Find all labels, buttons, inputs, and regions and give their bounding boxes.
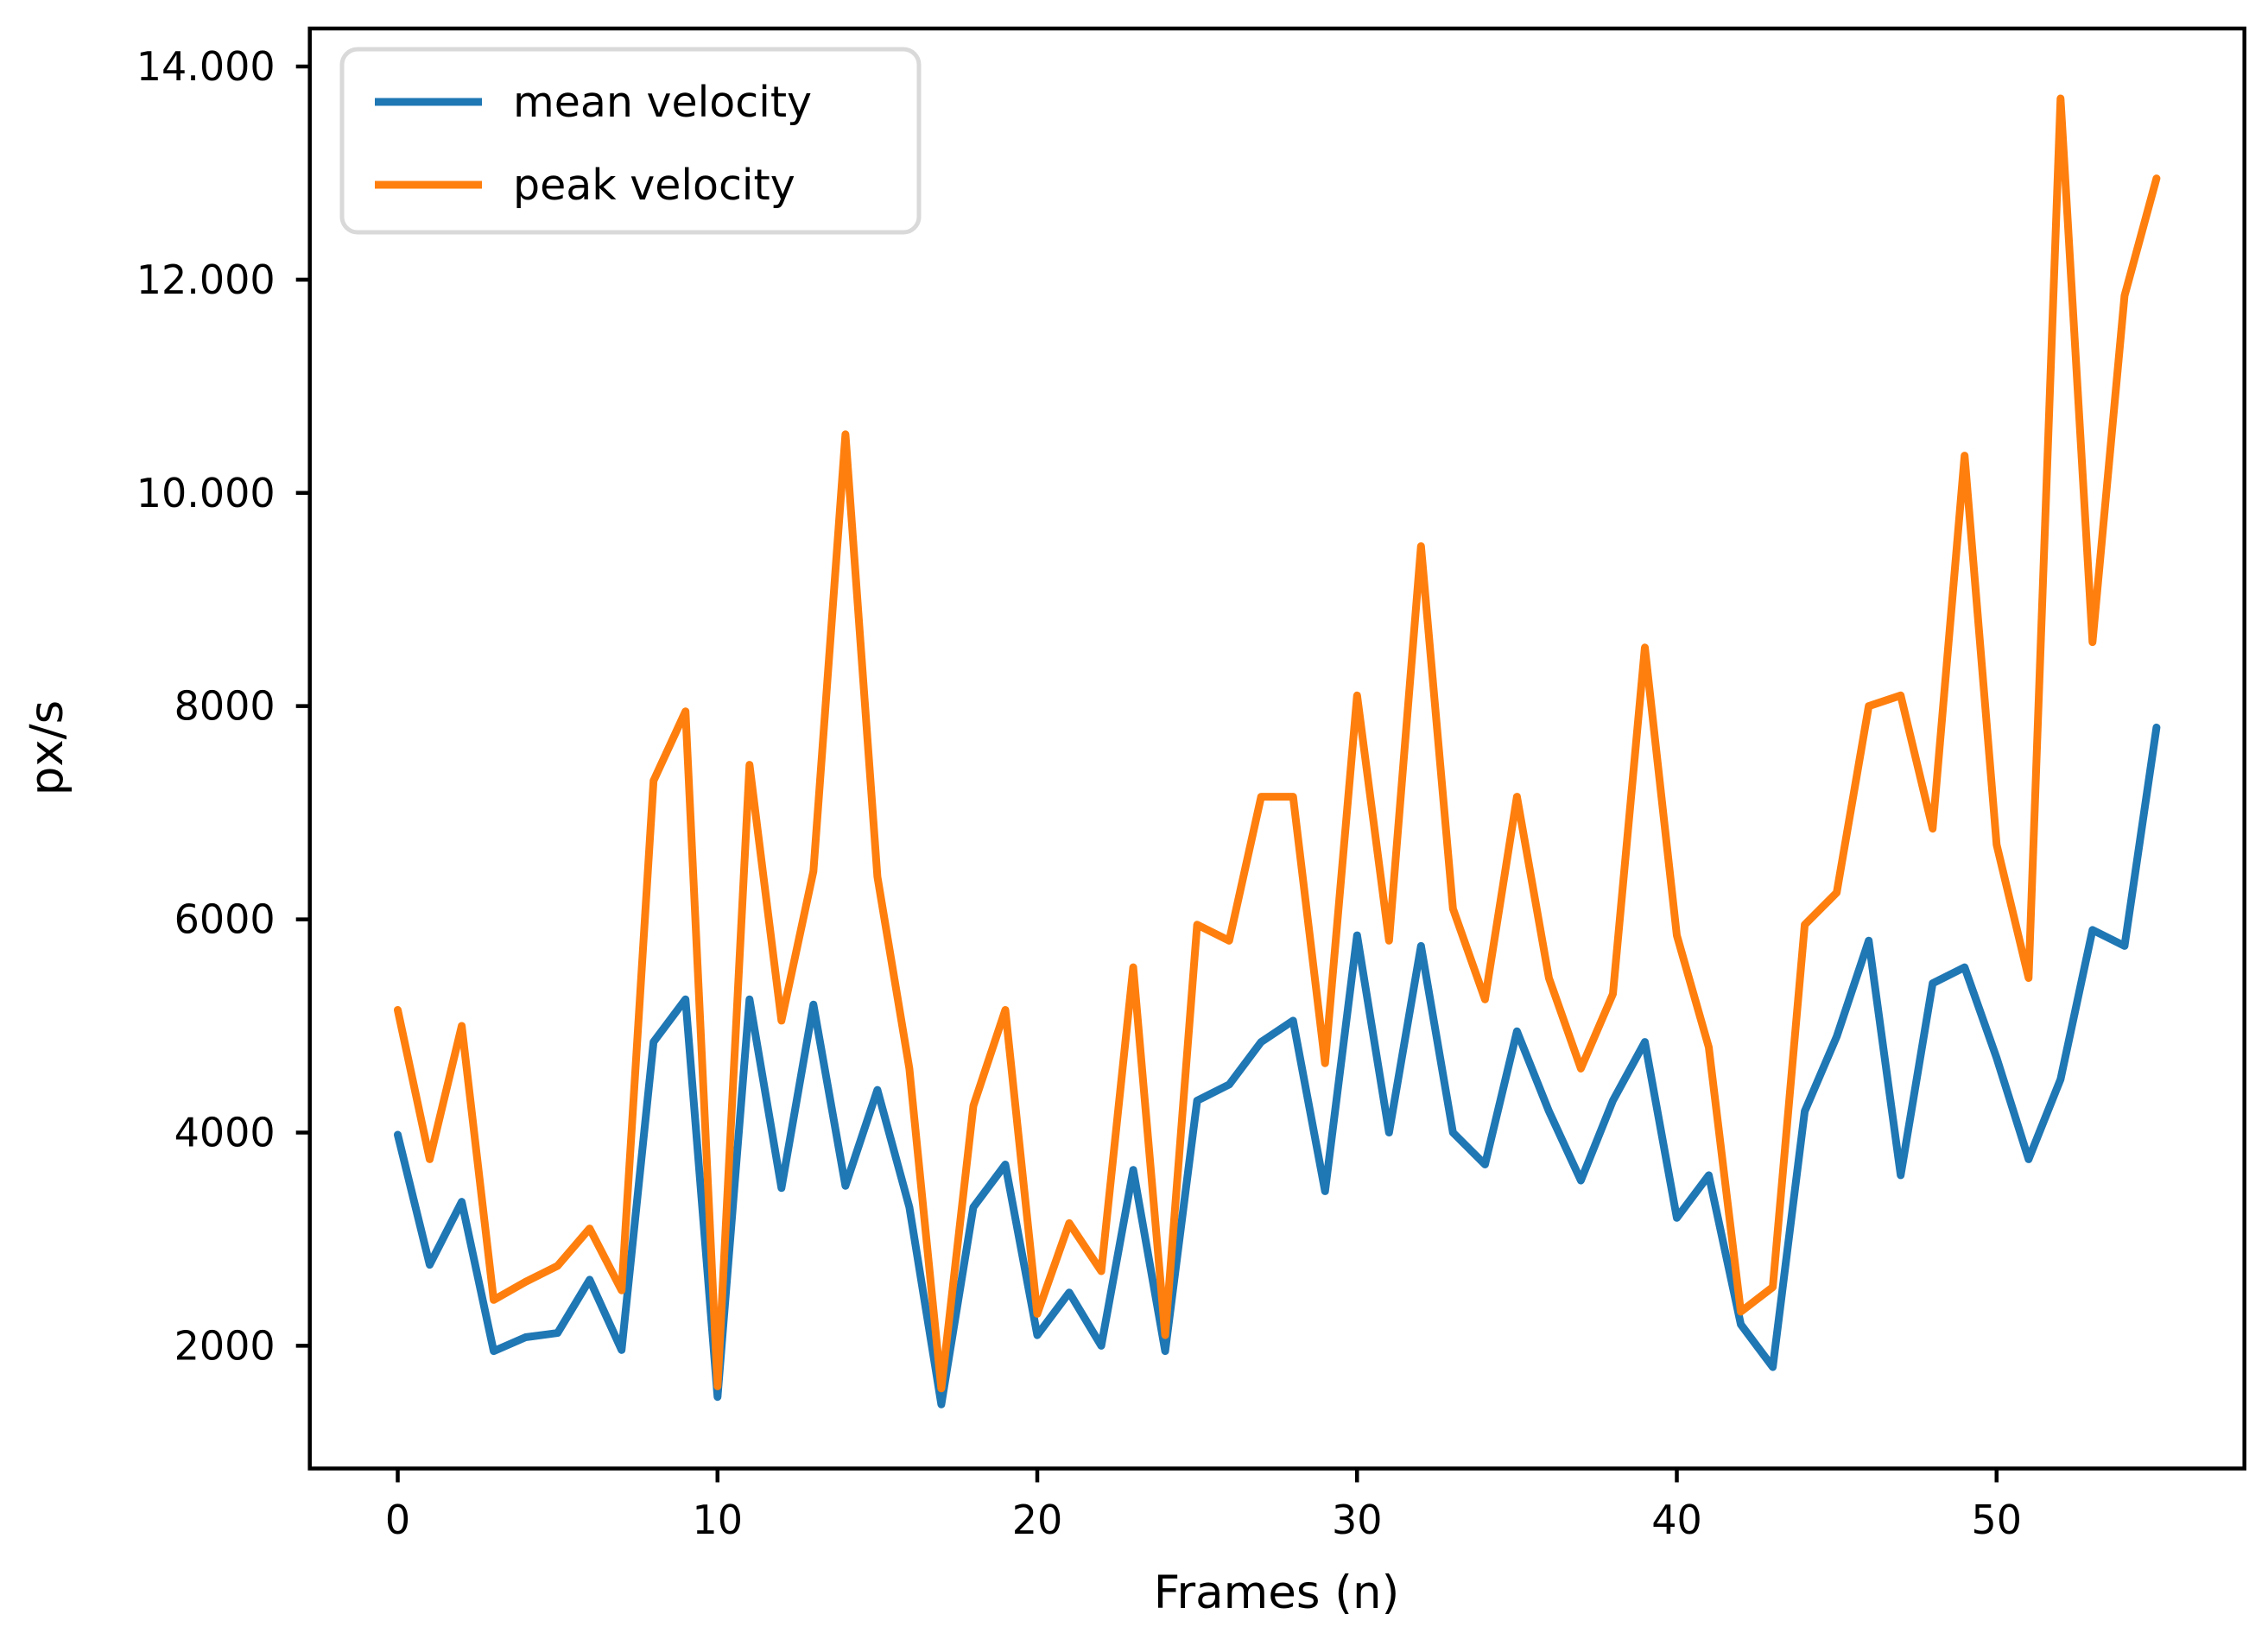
- y-tick-label: 12.000: [136, 256, 276, 303]
- data-series: [394, 94, 2161, 1408]
- x-tick-label: 40: [1651, 1497, 1702, 1543]
- legend: mean velocity peak velocity: [339, 47, 922, 235]
- series-line-mean-velocity: [394, 723, 2161, 1408]
- y-tick-label: 14.000: [136, 43, 276, 90]
- legend-box: [339, 47, 922, 235]
- y-tick-label: 2000: [174, 1322, 276, 1369]
- series-line-peak-velocity: [394, 94, 2161, 1393]
- y-tick-label: 6000: [174, 896, 276, 943]
- y-tick-label: 10.000: [136, 470, 276, 516]
- x-tick-label: 20: [1012, 1497, 1063, 1543]
- x-tick-label: 10: [692, 1497, 743, 1543]
- legend-label-mean-velocity: mean velocity: [513, 78, 812, 127]
- y-axis-label: px/s: [21, 700, 73, 795]
- x-tick-label: 50: [1971, 1497, 2022, 1543]
- x-axis-label: Frames (n): [1154, 1567, 1400, 1619]
- x-tick-label: 30: [1332, 1497, 1383, 1543]
- y-tick-label: 8000: [174, 683, 276, 730]
- y-tick-label: 4000: [174, 1109, 276, 1155]
- legend-label-peak-velocity: peak velocity: [513, 161, 795, 210]
- axis-ticks: 0 10 20 30 40 50 2000 4000 6000 8000 10.000 12.000 1…: [136, 43, 2022, 1543]
- x-tick-label: 0: [385, 1497, 410, 1543]
